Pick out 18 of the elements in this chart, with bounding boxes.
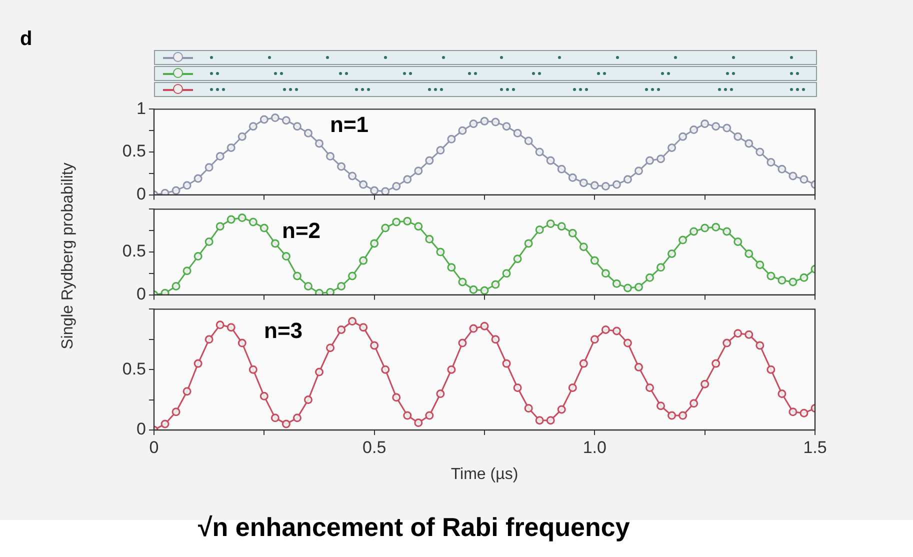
y-tick-label: 1 [136, 98, 146, 118]
x-tick-label: 0.5 [362, 438, 386, 457]
y-tick-label: 0 [136, 420, 146, 439]
y-tick-label: 0 [136, 184, 146, 204]
annotation: n=3 [264, 318, 303, 344]
x-axis-title: Time (µs) [450, 466, 518, 483]
x-tick-label: 0 [149, 438, 159, 457]
text: d [20, 28, 32, 51]
y-tick-label: 0.5 [122, 242, 146, 261]
x-tick-label: 1.0 [582, 438, 606, 457]
x-tick-label: 1.5 [803, 438, 827, 457]
text: √n enhancement of Rabi frequency [198, 512, 630, 543]
annotation: n=1 [330, 112, 369, 138]
y-tick-label: 0.5 [122, 142, 146, 161]
annotation: n=2 [282, 218, 321, 244]
y-tick-label: 0 [136, 284, 146, 304]
y-axis-title: Single Rydberg probability [58, 162, 77, 350]
y-tick-label: 0.5 [122, 359, 146, 378]
